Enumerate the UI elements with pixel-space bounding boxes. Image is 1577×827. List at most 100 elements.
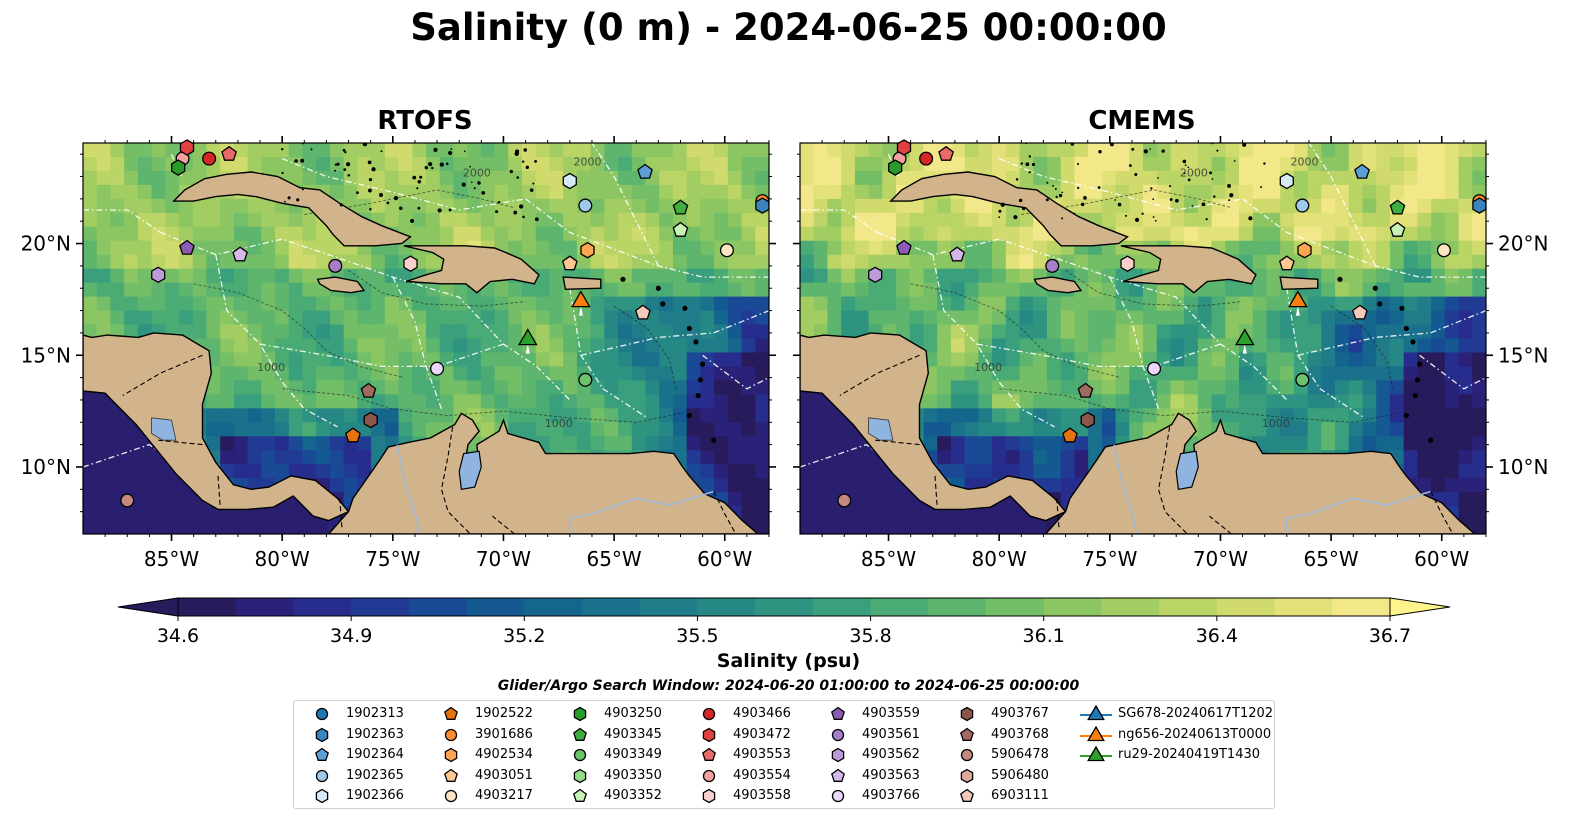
colorbar-tick-label: 34.6 [157,625,199,647]
legend-marker [573,748,587,762]
legend-label: 4903051 [475,767,533,783]
argo-float-5906478 [837,493,852,508]
legend-triangle-icon [1087,705,1105,721]
lon-tick-label: 65°W [1303,547,1358,571]
legend-marker [960,788,974,802]
legend-marker [702,747,716,761]
argo-float-1902363 [1472,197,1487,214]
argo-float-6903111 [1351,304,1368,320]
legend-label: 4903768 [991,726,1049,742]
legend-marker [444,789,458,803]
argo-float-1902366 [562,172,577,190]
legend-marker [573,788,587,802]
bathymetry-contours: 1000 2000 1000 2000 [193,155,681,430]
legend-label: 4903250 [604,706,662,721]
colorbar-extend-high [1389,597,1451,617]
argo-float-6903111 [634,304,651,320]
argo-float-1902364 [637,163,653,179]
legend-label: 4903472 [733,726,791,742]
legend-label: 1902363 [346,726,404,742]
argo-float-4903250 [171,159,186,176]
legend-circle-icon [444,728,458,741]
argo-float-4903352 [1389,221,1406,237]
map-ticks [793,136,1493,541]
colorbar-extend-low [117,597,179,617]
legend-hexagon-icon [315,788,329,804]
legend-hexagon-icon [702,727,716,742]
colorbar-tick-label: 35.2 [503,625,545,647]
legend-marker [702,788,716,804]
argo-float-1902363 [755,197,770,214]
argo-float-4903345 [1389,199,1406,215]
legend-hexagon-icon [573,768,587,783]
argo-float-4903051 [1278,255,1295,271]
argo-float-4903562 [868,266,883,284]
legend-marker [831,706,845,720]
puertoRico-island [1279,276,1319,291]
bathymetry-contours: 1000 2000 1000 2000 [910,155,1398,430]
legend-hexagon-icon [702,788,716,804]
salinity-colorbar: 34.6 34.9 35.2 35.5 35.8 36.1 36.4 36.7 [117,597,1451,647]
legend-marker [960,727,974,741]
argo-float-4903553 [221,145,237,161]
colorbar-tick-label: 35.8 [849,625,891,647]
colorbar-tick-label: 36.7 [1369,625,1411,647]
legend-marker [315,707,329,721]
argo-float-4903558 [403,255,418,272]
colorbar-tick-label: 35.5 [676,625,718,647]
lake-maracaibo [1175,450,1199,490]
lon-tick-label: 85°W [861,547,916,571]
legend-pentagon-icon [831,706,845,720]
legend-marker [315,769,329,782]
legend-marker [831,768,845,782]
legend-label: ng656-20240613T0000 [1118,726,1272,742]
colorbar-segment [812,598,872,616]
lat-tick-label: 10°N [1498,455,1548,479]
small-islands [280,143,717,443]
colorbar-segment [755,598,814,616]
colorbar-segment [1101,598,1160,616]
legend-hexagon-icon [444,747,458,763]
cmems-map: 1000 2000 1000 2000 85°W 80°W 75°W 70°W 65°W 60°W… [793,136,1548,571]
legend-label: 4902534 [475,747,533,762]
cuba-island [889,171,1129,247]
colorbar-segment [639,598,698,616]
colorbar-segment [178,598,237,616]
lat-tick-label: 20°N [21,232,71,256]
colorbar-tick-label: 34.9 [330,625,372,647]
argo-floats [120,139,770,508]
legend-pentagon-icon [315,747,329,761]
argo-float-4903767 [1080,411,1095,429]
legend-hexagon-icon [960,706,974,722]
contour-label: 1000 [545,417,573,430]
legend-label: 1902522 [475,706,533,721]
argo-float-4903562 [151,266,166,284]
legend-marker [444,768,458,782]
argo-float-4903345 [672,199,689,215]
lat-tick-label: 20°N [1498,232,1548,256]
legend-triangle-icon [1087,725,1105,741]
legend-label: 4903559 [862,706,920,721]
argo-float-4903217 [719,243,734,258]
contour-label: 1000 [974,361,1002,374]
legend-marker [573,727,587,741]
legend-circle-icon [960,748,974,762]
legend-circle-icon [444,789,458,803]
legend-label: 1902313 [346,706,404,721]
legend-circle-icon [831,728,845,741]
panel-title-cmems: CMEMS [1088,106,1196,136]
land [83,171,769,534]
argo-float-4903766 [430,361,445,376]
legend-label: 4903466 [733,706,791,721]
legend-triangle-icon [1087,746,1105,762]
legend-hexagon-icon [831,747,845,763]
legend-label: 4903352 [604,788,662,803]
argo-float-4903559 [896,239,912,255]
argo-float-1902522 [1062,427,1078,443]
contour-label: 2000 [1180,167,1208,180]
glider-ng656-20240613T0000 [1288,290,1308,308]
legend-label: 4903767 [991,706,1049,721]
lat-tick-label: 10°N [21,455,71,479]
colorbar-segment [697,598,756,616]
pacific-low-salinity [800,391,1046,534]
